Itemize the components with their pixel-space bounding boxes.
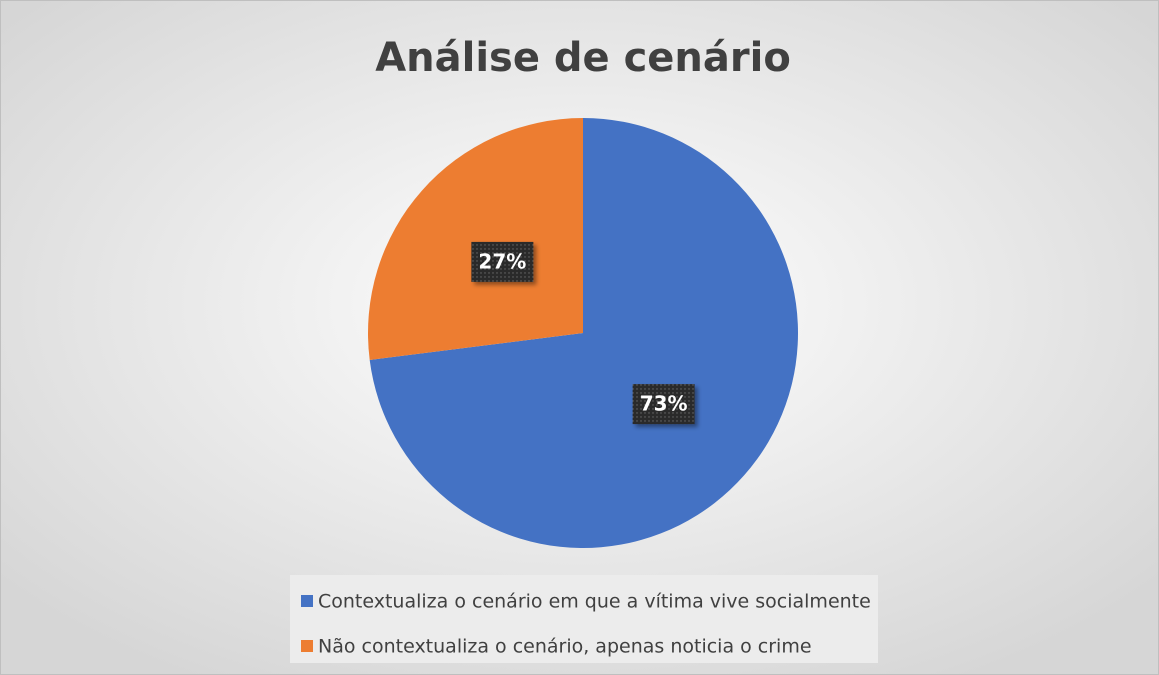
legend-label: Não contextualiza o cenário, apenas noti… xyxy=(318,636,812,658)
chart-title: Análise de cenário xyxy=(375,35,791,81)
data-label: 27% xyxy=(478,249,526,273)
pie-slice xyxy=(369,118,798,548)
data-label-box xyxy=(471,241,534,282)
legend-box xyxy=(290,575,878,663)
legend-swatch xyxy=(301,640,313,652)
legend-label: Contextualiza o cenário em que a vítima … xyxy=(318,591,871,613)
pie-slice xyxy=(367,118,583,360)
data-label-box xyxy=(632,384,695,425)
data-label: 73% xyxy=(640,392,688,416)
legend-swatch xyxy=(301,595,313,607)
